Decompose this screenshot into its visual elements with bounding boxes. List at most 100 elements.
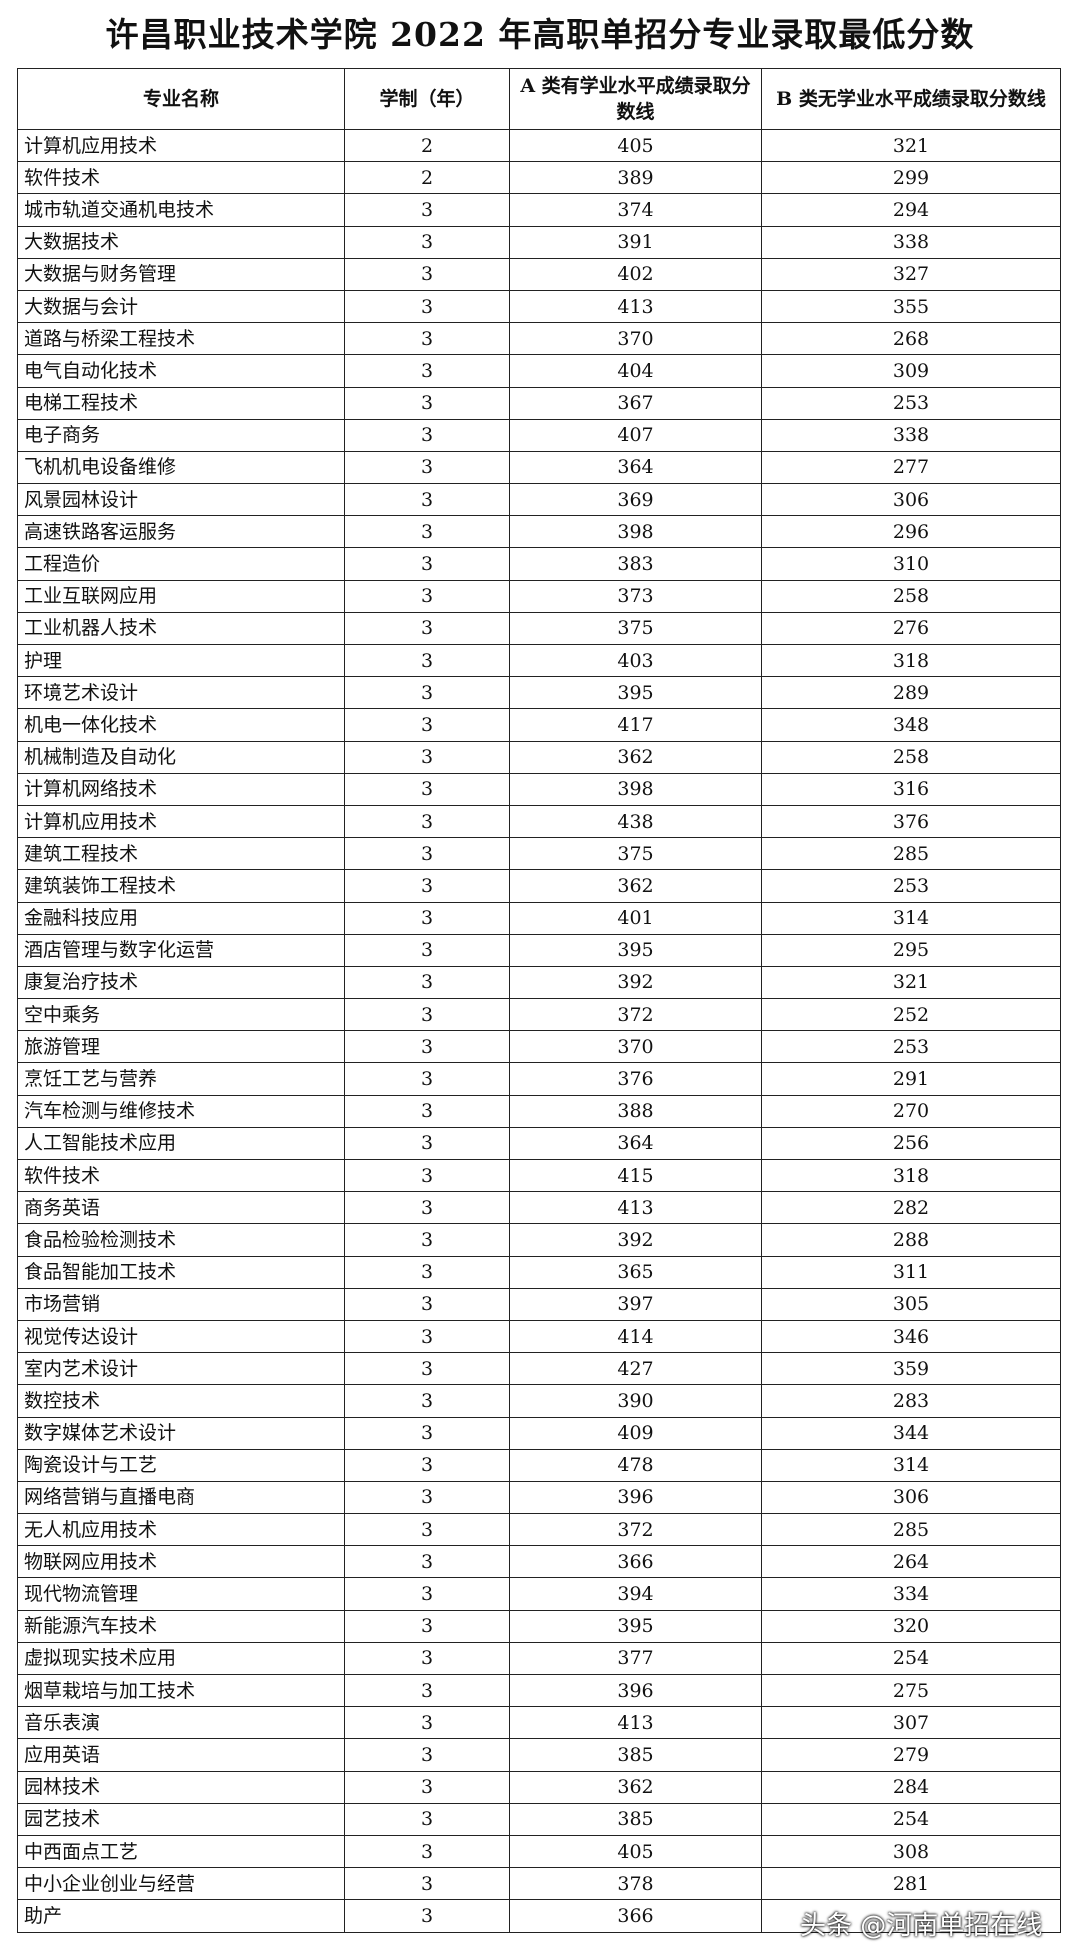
cell: 3: [344, 1062, 510, 1096]
major-name: 护理: [17, 643, 345, 678]
cell: 268: [761, 322, 1061, 356]
major-name: 数字媒体艺术设计: [17, 1416, 345, 1450]
cell: 370: [509, 322, 762, 356]
cell: 306: [761, 483, 1061, 517]
cell: 276: [761, 611, 1061, 646]
cell: 366: [509, 1545, 762, 1579]
table-row: 新能源汽车技术 3 395 320: [17, 1609, 1061, 1643]
cell: 253: [761, 1030, 1061, 1064]
header-row: 专业名称 学制（年） A 类有学业水平成绩录取分数线 B 类无学业水平成绩录取分数线: [17, 68, 1061, 130]
table-body: 计算机应用技术 2 405 321 软件技术 2 389 299 城市轨道交通机电技术 3 374 2…: [17, 128, 1061, 1933]
cell: 374: [509, 193, 762, 227]
cell: 3: [344, 1126, 510, 1161]
table-row: 护理 3 403 318: [17, 643, 1061, 678]
major-name: 电子商务: [17, 418, 345, 452]
cell: 291: [761, 1062, 1061, 1096]
cell: 383: [509, 547, 762, 581]
table-row: 无人机应用技术 3 372 285: [17, 1513, 1061, 1547]
major-name: 城市轨道交通机电技术: [17, 193, 345, 227]
cell: 402: [509, 257, 762, 291]
cell: 3: [344, 1030, 510, 1064]
major-name: 机电一体化技术: [17, 708, 345, 742]
table-row: 物联网应用技术 3 366 264: [17, 1545, 1061, 1579]
cell: 2: [344, 161, 510, 195]
cell: 346: [761, 1319, 1061, 1354]
cell: 294: [761, 193, 1061, 227]
major-name: 烹饪工艺与营养: [17, 1062, 345, 1096]
table-row: 现代物流管理 3 394 334: [17, 1577, 1061, 1611]
table-row: 康复治疗技术 3 392 321: [17, 965, 1061, 1000]
table-row: 电梯工程技术 3 367 253: [17, 386, 1061, 420]
cell: 366: [509, 1899, 762, 1933]
cell: 3: [344, 708, 510, 742]
table-row: 应用英语 3 385 279: [17, 1738, 1061, 1772]
cell: 395: [509, 676, 762, 710]
cell: 279: [761, 1738, 1061, 1772]
table-row: 计算机应用技术 2 405 321: [17, 128, 1061, 163]
cell: 296: [761, 515, 1061, 549]
major-name: 室内艺术设计: [17, 1352, 345, 1386]
table-row: 建筑装饰工程技术 3 362 253: [17, 869, 1061, 903]
cell: 3: [344, 515, 510, 549]
major-name: 计算机应用技术: [17, 128, 345, 163]
major-name: 工业机器人技术: [17, 611, 345, 646]
cell: 311: [761, 1255, 1061, 1289]
cell: 289: [761, 676, 1061, 710]
cell: 321: [761, 128, 1061, 163]
cell: 365: [509, 1255, 762, 1289]
table-row: 商务英语 3 413 282: [17, 1191, 1061, 1225]
table-row: 城市轨道交通机电技术 3 374 294: [17, 193, 1061, 227]
table-row: 烟草栽培与加工技术 3 396 275: [17, 1673, 1061, 1708]
table-row: 人工智能技术应用 3 364 256: [17, 1126, 1061, 1161]
table-row: 机电一体化技术 3 417 348: [17, 708, 1061, 742]
table-row: 金融科技应用 3 401 314: [17, 901, 1061, 935]
cell: 375: [509, 837, 762, 871]
cell: 3: [344, 1287, 510, 1321]
score-table: 专业名称 学制（年） A 类有学业水平成绩录取分数线 B 类无学业水平成绩录取分数线 …: [17, 68, 1061, 1933]
cell: 282: [761, 1191, 1061, 1225]
table-row: 陶瓷设计与工艺 3 478 314: [17, 1448, 1061, 1482]
cell: 362: [509, 1770, 762, 1804]
cell: 3: [344, 1223, 510, 1257]
cell: 338: [761, 225, 1061, 259]
cell: 285: [761, 1513, 1061, 1547]
cell: 3: [344, 740, 510, 774]
cell: 295: [761, 933, 1061, 967]
cell: 3: [344, 1673, 510, 1708]
cell: 344: [761, 1416, 1061, 1450]
table-row: 虚拟现实技术应用 3 377 254: [17, 1641, 1061, 1676]
major-name: 人工智能技术应用: [17, 1126, 345, 1161]
cell: 283: [761, 1384, 1061, 1418]
cell: 396: [509, 1480, 762, 1515]
table-row: 园艺技术 3 385 254: [17, 1802, 1061, 1836]
cell: 3: [344, 933, 510, 967]
cell: 3: [344, 1384, 510, 1418]
major-name: 工业互联网应用: [17, 579, 345, 613]
cell: 396: [509, 1673, 762, 1708]
major-name: 空中乘务: [17, 998, 345, 1032]
cell: 3: [344, 418, 510, 452]
cell: 327: [761, 257, 1061, 291]
cell: 3: [344, 257, 510, 291]
cell: 364: [509, 1126, 762, 1161]
major-name: 旅游管理: [17, 1030, 345, 1064]
major-name: 商务英语: [17, 1191, 345, 1225]
table-row: 机械制造及自动化 3 362 258: [17, 740, 1061, 774]
major-name: 大数据与会计: [17, 289, 345, 324]
cell: 3: [344, 1255, 510, 1289]
major-name: 烟草栽培与加工技术: [17, 1673, 345, 1708]
major-name: 工程造价: [17, 547, 345, 581]
major-name: 中西面点工艺: [17, 1834, 345, 1869]
cell: 413: [509, 1191, 762, 1225]
major-name: 助产: [17, 1899, 345, 1933]
table-row: 食品智能加工技术 3 365 311: [17, 1255, 1061, 1289]
cell: 395: [509, 1609, 762, 1643]
major-name: 汽车检测与维修技术: [17, 1094, 345, 1128]
cell: 252: [761, 998, 1061, 1032]
cell: 253: [761, 869, 1061, 903]
cell: 3: [344, 611, 510, 646]
cell: 3: [344, 1480, 510, 1515]
table-row: 电子商务 3 407 338: [17, 418, 1061, 452]
